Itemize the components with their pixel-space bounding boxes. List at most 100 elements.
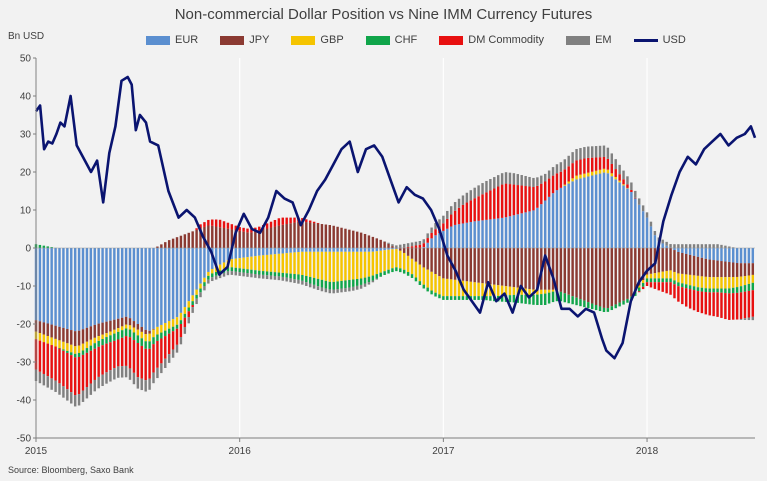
bar-em-161 (665, 241, 668, 246)
bar-em-104 (442, 215, 445, 224)
bar-eur-146 (606, 173, 610, 248)
bar-eur-64 (285, 248, 288, 254)
bar-jpy-22 (120, 317, 124, 327)
bar-dm-commodity-64 (285, 217, 288, 225)
bar-eur-91 (391, 248, 394, 250)
bar-gbp-173 (712, 277, 715, 289)
bar-em-147 (610, 153, 614, 164)
bar-gbp-151 (626, 187, 629, 189)
bar-em-91 (391, 244, 394, 247)
bar-jpy-123 (516, 248, 519, 288)
bar-em-117 (493, 177, 496, 189)
bar-gbp-110 (465, 281, 469, 297)
bar-jpy-105 (446, 248, 449, 279)
bar-dm-commodity-34 (167, 333, 171, 355)
bar-dm-commodity-134 (559, 171, 563, 188)
bar-gbp-172 (708, 277, 711, 289)
bar-eur-3 (46, 248, 49, 324)
bar-jpy-175 (720, 261, 723, 278)
bar-jpy-161 (665, 248, 668, 271)
bar-gbp-159 (657, 272, 661, 279)
bar-eur-60 (269, 248, 273, 255)
bar-em-51 (234, 271, 237, 276)
bar-chf-105 (446, 296, 449, 300)
legend-swatch (220, 35, 245, 45)
bar-em-123 (516, 174, 519, 186)
y-tick-label-30: 30 (20, 130, 32, 141)
bar-em-165 (681, 244, 684, 248)
bar-chf-17 (101, 339, 104, 346)
bar-eur-155 (641, 211, 645, 248)
bar-chf-33 (164, 330, 167, 337)
bar-chf-42 (199, 288, 202, 293)
bar-em-148 (614, 159, 617, 170)
bar-em-58 (261, 274, 265, 279)
bar-jpy-166 (685, 253, 688, 275)
bar-eur-36 (175, 248, 179, 318)
bar-chf-55 (250, 269, 253, 274)
bar-chf-116 (489, 296, 492, 301)
bar-dm-commodity-146 (606, 158, 610, 170)
bar-jpy-116 (489, 248, 492, 285)
bar-chf-53 (242, 268, 245, 273)
bar-dm-commodity-8 (66, 352, 69, 390)
bar-em-112 (473, 187, 476, 199)
bar-chf-25 (132, 332, 136, 341)
bar-em-85 (367, 282, 371, 285)
bar-gbp-91 (391, 249, 394, 269)
bar-chf-103 (438, 294, 441, 299)
bar-jpy-124 (520, 248, 523, 289)
bar-jpy-162 (669, 248, 672, 271)
bar-em-79 (344, 288, 347, 292)
bar-chf-154 (638, 287, 641, 292)
bar-em-61 (273, 275, 277, 280)
bar-chf-164 (677, 282, 680, 287)
bar-em-181 (743, 318, 747, 320)
bar-dm-commodity-33 (164, 336, 167, 359)
bar-gbp-142 (591, 171, 594, 176)
bar-jpy-46 (214, 226, 218, 248)
bar-eur-99 (422, 247, 425, 248)
bar-eur-23 (124, 248, 128, 317)
bar-dm-commodity-4 (50, 345, 53, 379)
bar-dm-commodity-21 (117, 339, 120, 367)
legend-item-eur: EUR (146, 34, 198, 46)
legend-item-gbp: GBP (291, 34, 344, 46)
bar-gbp-54 (246, 257, 249, 270)
bar-jpy-145 (602, 248, 606, 308)
y-tick-label-10: 10 (20, 206, 32, 217)
bar-eur-136 (567, 183, 570, 248)
bar-gbp-35 (171, 319, 175, 327)
bar-eur-72 (316, 248, 320, 252)
bar-gbp-14 (89, 339, 93, 346)
bar-chf-29 (148, 341, 151, 349)
bar-dm-commodity-66 (293, 217, 296, 223)
bar-gbp-126 (528, 289, 531, 295)
bar-eur-17 (101, 248, 104, 323)
bar-chf-38 (183, 313, 187, 318)
bar-chf-153 (634, 292, 637, 296)
bar-chf-51 (234, 267, 237, 272)
bar-chf-61 (273, 272, 277, 276)
bar-eur-38 (183, 248, 187, 308)
bar-eur-28 (144, 248, 147, 330)
bar-eur-77 (336, 248, 339, 252)
bar-dm-commodity-131 (547, 178, 551, 197)
bar-em-120 (504, 172, 508, 184)
bar-eur-66 (293, 248, 296, 253)
bar-eur-22 (120, 248, 124, 318)
bar-jpy-88 (379, 239, 382, 248)
bar-jpy-99 (422, 248, 425, 268)
bar-em-42 (199, 292, 202, 298)
bar-eur-126 (528, 211, 531, 248)
bar-gbp-42 (199, 283, 202, 289)
bar-chf-175 (720, 288, 723, 293)
bar-dm-commodity-60 (269, 221, 273, 228)
bar-jpy-157 (649, 248, 653, 274)
bar-gbp-44 (207, 271, 210, 276)
bar-eur-183 (751, 248, 755, 264)
bar-eur-148 (614, 179, 617, 248)
bar-eur-166 (685, 248, 688, 254)
bar-jpy-45 (211, 225, 214, 248)
